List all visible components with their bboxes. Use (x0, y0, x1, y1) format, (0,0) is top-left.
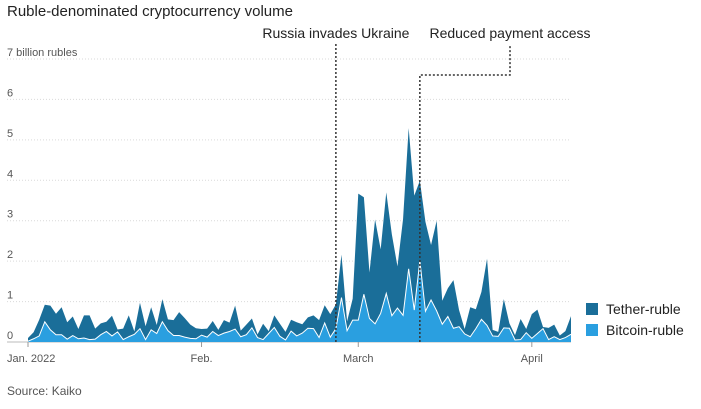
x-tick-label: April (521, 353, 543, 365)
legend-swatch-bitcoin (586, 324, 598, 336)
y-tick-label: 6 (7, 87, 13, 99)
chart-source: Source: Kaiko (7, 384, 82, 398)
x-tick-label: March (343, 353, 374, 365)
y-tick-label: 5 (7, 128, 13, 140)
annotation-label-payment: Reduced payment access (429, 25, 590, 41)
series-tether-ruble-area (28, 128, 571, 342)
x-tick-label: Feb. (191, 353, 213, 365)
series-separator-line (27, 260, 572, 342)
legend-swatch-tether (586, 303, 598, 315)
legend-label-tether: Tether-ruble (606, 301, 681, 317)
series-bitcoin-ruble-area (28, 260, 571, 342)
y-tick-label: 4 (7, 168, 13, 180)
y-tick-label: 7 billion rubles (7, 47, 78, 59)
legend-label-bitcoin: Bitcoin-ruble (606, 322, 684, 338)
chart-title: Ruble-denominated cryptocurrency volume (7, 3, 293, 20)
y-tick-label: 2 (7, 249, 13, 261)
x-tick-label: Jan. 2022 (7, 353, 55, 365)
y-tick-label: 1 (7, 290, 13, 302)
y-tick-label: 0 (7, 330, 13, 342)
annotation-label-invasion: Russia invades Ukraine (262, 25, 409, 41)
annotation-line-payment (419, 46, 511, 342)
y-tick-label: 3 (7, 209, 13, 221)
